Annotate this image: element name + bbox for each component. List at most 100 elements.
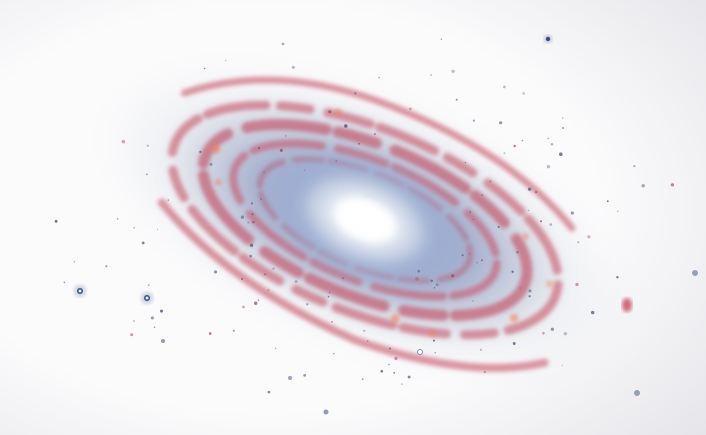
- dust-speck: [373, 133, 376, 136]
- dust-speck: [540, 220, 542, 223]
- dust-speck: [150, 316, 154, 320]
- dust-speck: [133, 227, 135, 229]
- dust-speck: [241, 278, 243, 280]
- dust-speck: [116, 218, 119, 220]
- dust-speck: [105, 265, 108, 268]
- dust-speck: [267, 289, 270, 291]
- dust-speck: [275, 347, 277, 350]
- dust-speck: [480, 259, 483, 262]
- dust-speck: [433, 287, 436, 289]
- dust-speck: [380, 369, 384, 373]
- dust-speck: [559, 152, 563, 156]
- star: [141, 292, 153, 304]
- dust-speck: [253, 301, 258, 305]
- dust-speck: [156, 228, 159, 231]
- dust-speck: [249, 254, 252, 258]
- dust-speck: [528, 289, 532, 293]
- dust-speck: [502, 85, 506, 89]
- dust-speck: [199, 150, 202, 153]
- dust-speck: [590, 310, 595, 315]
- dust-speck: [483, 371, 486, 374]
- dust-speck: [469, 211, 471, 213]
- dust-speck: [512, 342, 516, 345]
- star: [161, 339, 165, 343]
- dust-speck: [257, 299, 260, 301]
- dust-speck: [521, 139, 524, 142]
- dust-speck: [476, 261, 478, 264]
- dust-speck: [393, 371, 396, 374]
- dust-speck: [160, 309, 163, 313]
- dust-speck: [303, 374, 307, 377]
- dust-speck: [511, 270, 514, 273]
- dust-speck: [272, 267, 275, 270]
- dust-speck: [63, 281, 66, 284]
- dust-speck: [281, 42, 285, 46]
- dust-speck: [232, 329, 235, 332]
- dust-speck: [331, 320, 333, 323]
- dust-speck: [121, 139, 126, 144]
- dust-speck: [417, 269, 421, 273]
- dust-speck: [481, 194, 484, 197]
- dust-speck: [209, 163, 213, 166]
- dust-speck: [468, 253, 471, 255]
- dust-speck: [549, 223, 553, 226]
- dust-speck: [550, 327, 555, 331]
- dust-speck: [252, 220, 255, 224]
- dust-speck: [570, 211, 574, 215]
- dust-speck: [401, 383, 403, 385]
- dust-speck: [497, 226, 500, 228]
- dust-speck: [606, 200, 609, 203]
- star: [288, 376, 292, 380]
- star: [692, 270, 698, 276]
- dust-speck: [378, 76, 380, 79]
- foreground-stars: [74, 35, 698, 415]
- dust-speck: [208, 332, 212, 335]
- star: [544, 35, 552, 43]
- dust-speck: [503, 152, 506, 155]
- dust-speck: [362, 329, 366, 333]
- dust-speck: [641, 184, 645, 188]
- dust-speck: [249, 243, 254, 248]
- dust-speck: [388, 363, 390, 366]
- dust-speck: [304, 169, 306, 171]
- dust-speck: [147, 284, 150, 287]
- dust-speck: [617, 210, 619, 213]
- dust-speck: [141, 241, 145, 245]
- dust-speck: [575, 282, 579, 287]
- dust-speck: [434, 352, 436, 354]
- dust-speck: [257, 147, 261, 150]
- dust-speck: [534, 190, 538, 194]
- dust-speck: [260, 198, 262, 200]
- galaxy: [91, 57, 639, 383]
- dust-speck: [54, 219, 58, 223]
- dust-speck: [461, 254, 464, 257]
- dust-speck: [251, 213, 254, 216]
- dust-speck: [430, 74, 432, 76]
- dust-speck: [562, 126, 565, 130]
- dust-speck: [546, 165, 551, 169]
- dust-speck: [203, 67, 206, 70]
- dust-speck: [167, 199, 170, 201]
- dust-speck: [499, 121, 503, 125]
- dust-speck: [528, 295, 531, 298]
- dust-speck: [213, 270, 218, 274]
- dust-speck: [394, 356, 398, 361]
- dust-speck: [670, 183, 675, 187]
- dust-speck: [451, 274, 455, 278]
- dust-speck: [367, 340, 369, 342]
- dust-speck: [335, 160, 338, 162]
- dust-speck: [516, 251, 519, 254]
- dust-speck: [435, 283, 439, 287]
- dust-speck: [328, 110, 332, 114]
- dust-speck: [333, 353, 335, 355]
- dust-speck: [430, 279, 434, 283]
- dust-speck: [291, 65, 295, 69]
- dust-speck: [633, 165, 636, 168]
- dust-speck: [306, 303, 309, 306]
- dust-speck: [522, 92, 525, 95]
- core-highlight: [336, 199, 394, 241]
- dust-speck: [563, 332, 567, 336]
- dust-speck: [341, 277, 345, 280]
- dust-speck: [464, 162, 466, 164]
